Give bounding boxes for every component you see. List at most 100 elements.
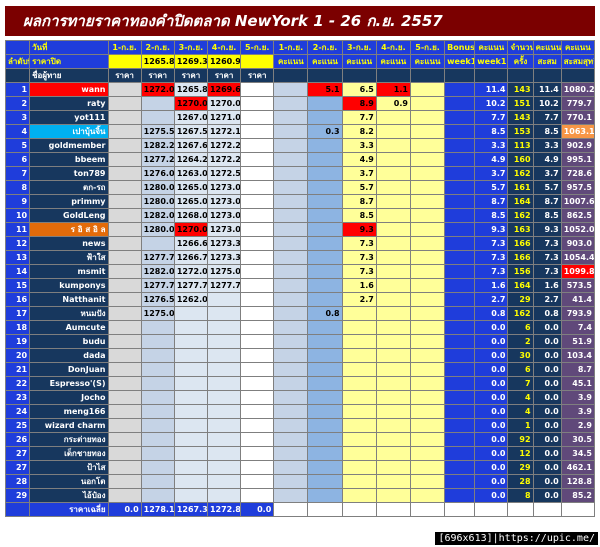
table-cell: 6	[507, 362, 534, 377]
table-cell: week1	[444, 54, 476, 69]
table-cell	[375, 488, 411, 503]
table-cell: 1280.0	[140, 222, 175, 237]
table-cell	[307, 152, 343, 167]
table-cell	[107, 474, 142, 489]
table-cell: yot111	[29, 110, 109, 125]
table-cell	[240, 236, 275, 251]
table-cell	[173, 474, 208, 489]
table-cell: 7.3	[474, 236, 509, 251]
table-cell: 128.8	[560, 474, 596, 489]
table-cell: 3	[4, 110, 31, 125]
table-cell	[273, 474, 309, 489]
table-cell: 11	[4, 222, 31, 237]
table-cell	[240, 292, 275, 307]
table-cell	[409, 362, 446, 377]
table-cell: 7.7	[532, 110, 562, 125]
table-cell	[341, 432, 377, 447]
table-cell: 1270.0	[206, 96, 242, 111]
table-cell	[560, 68, 596, 83]
table-cell: 51.9	[560, 334, 596, 349]
table-cell	[273, 68, 309, 83]
table-cell	[307, 96, 343, 111]
table-row: 18 Aumcute 0.0 6 0.0 7.4	[4, 320, 596, 335]
table-cell	[273, 222, 309, 237]
table-cell: 1054.4	[560, 250, 596, 265]
table-cell: สะสมสุทธิ	[560, 54, 596, 69]
table-cell	[375, 68, 411, 83]
table-cell	[375, 348, 411, 363]
table-cell: wann	[29, 82, 109, 97]
table-cell: 8.7	[532, 194, 562, 209]
table-cell: 17	[4, 306, 31, 321]
table-cell: 3.3	[474, 138, 509, 153]
table-cell	[140, 390, 175, 405]
table-cell	[140, 96, 175, 111]
table-row: 25 wizard charm 0.0 1 0.0 2.9	[4, 418, 596, 433]
table-cell: 7.3	[532, 264, 562, 279]
table-cell: 0.0	[532, 376, 562, 391]
table-row: 17 หนมปัง 1275.0 0.8 0.8 162 0.8 793.9	[4, 306, 596, 321]
table-cell	[240, 138, 275, 153]
table-cell	[240, 222, 275, 237]
table-cell: Jocho	[29, 390, 109, 405]
table-cell: 1273.0	[206, 180, 242, 195]
table-cell	[273, 110, 309, 125]
table-cell	[375, 138, 411, 153]
table-cell	[444, 320, 476, 335]
table-cell	[240, 348, 275, 363]
table-cell	[140, 110, 175, 125]
table-cell	[273, 96, 309, 111]
table-row: 26 กระต่ายทอง 0.0 92 0.0 30.5	[4, 432, 596, 447]
table-cell	[240, 82, 275, 97]
table-cell: 7	[4, 166, 31, 181]
table-cell	[409, 124, 446, 139]
table-row: 5 goldmember 1282.2 1267.6 1272.2 3.3 3.3 113 3.…	[4, 138, 596, 153]
table-cell: 2.7	[474, 292, 509, 307]
table-cell	[409, 222, 446, 237]
table-cell	[273, 418, 309, 433]
table-cell: 0.0	[474, 376, 509, 391]
table-cell	[375, 208, 411, 223]
table-cell: 1278.1	[140, 502, 175, 517]
table-row: 27 ป้าไส 0.0 29 0.0 462.1	[4, 460, 596, 475]
table-cell	[140, 460, 175, 475]
table-cell	[240, 362, 275, 377]
table-cell	[507, 68, 534, 83]
table-cell	[444, 502, 476, 517]
table-cell	[173, 376, 208, 391]
table-cell: 21	[4, 362, 31, 377]
table-cell: 957.5	[560, 180, 596, 195]
table-cell	[409, 320, 446, 335]
table-cell	[240, 264, 275, 279]
table-cell: news	[29, 236, 109, 251]
table-cell	[140, 418, 175, 433]
table-cell	[307, 68, 343, 83]
table-cell: 143	[507, 82, 534, 97]
table-cell: 45.1	[560, 376, 596, 391]
table-cell: คะแนน	[474, 40, 509, 55]
table-cell: 4	[4, 124, 31, 139]
table-cell: 0.0	[474, 446, 509, 461]
table-cell	[140, 404, 175, 419]
table-cell	[4, 40, 31, 55]
table-cell	[307, 502, 343, 517]
table-cell: นอกโต	[29, 474, 109, 489]
table-cell: 3.7	[532, 166, 562, 181]
table-cell: 0.0	[474, 460, 509, 475]
table-cell	[140, 334, 175, 349]
table-cell: 92	[507, 432, 534, 447]
table-cell: 1	[507, 418, 534, 433]
table-cell	[273, 446, 309, 461]
table-cell	[375, 418, 411, 433]
table-cell: ราคา	[140, 68, 175, 83]
table-cell: 0.0	[532, 320, 562, 335]
table-cell: 1265.8	[173, 82, 208, 97]
table-cell: หนมปัง	[29, 306, 109, 321]
table-cell: 143	[507, 110, 534, 125]
table-cell: 1273.3	[206, 236, 242, 251]
table-cell: 462.1	[560, 460, 596, 475]
table-cell	[173, 432, 208, 447]
table-cell: 7.4	[560, 320, 596, 335]
table-cell	[375, 362, 411, 377]
table-cell	[240, 488, 275, 503]
